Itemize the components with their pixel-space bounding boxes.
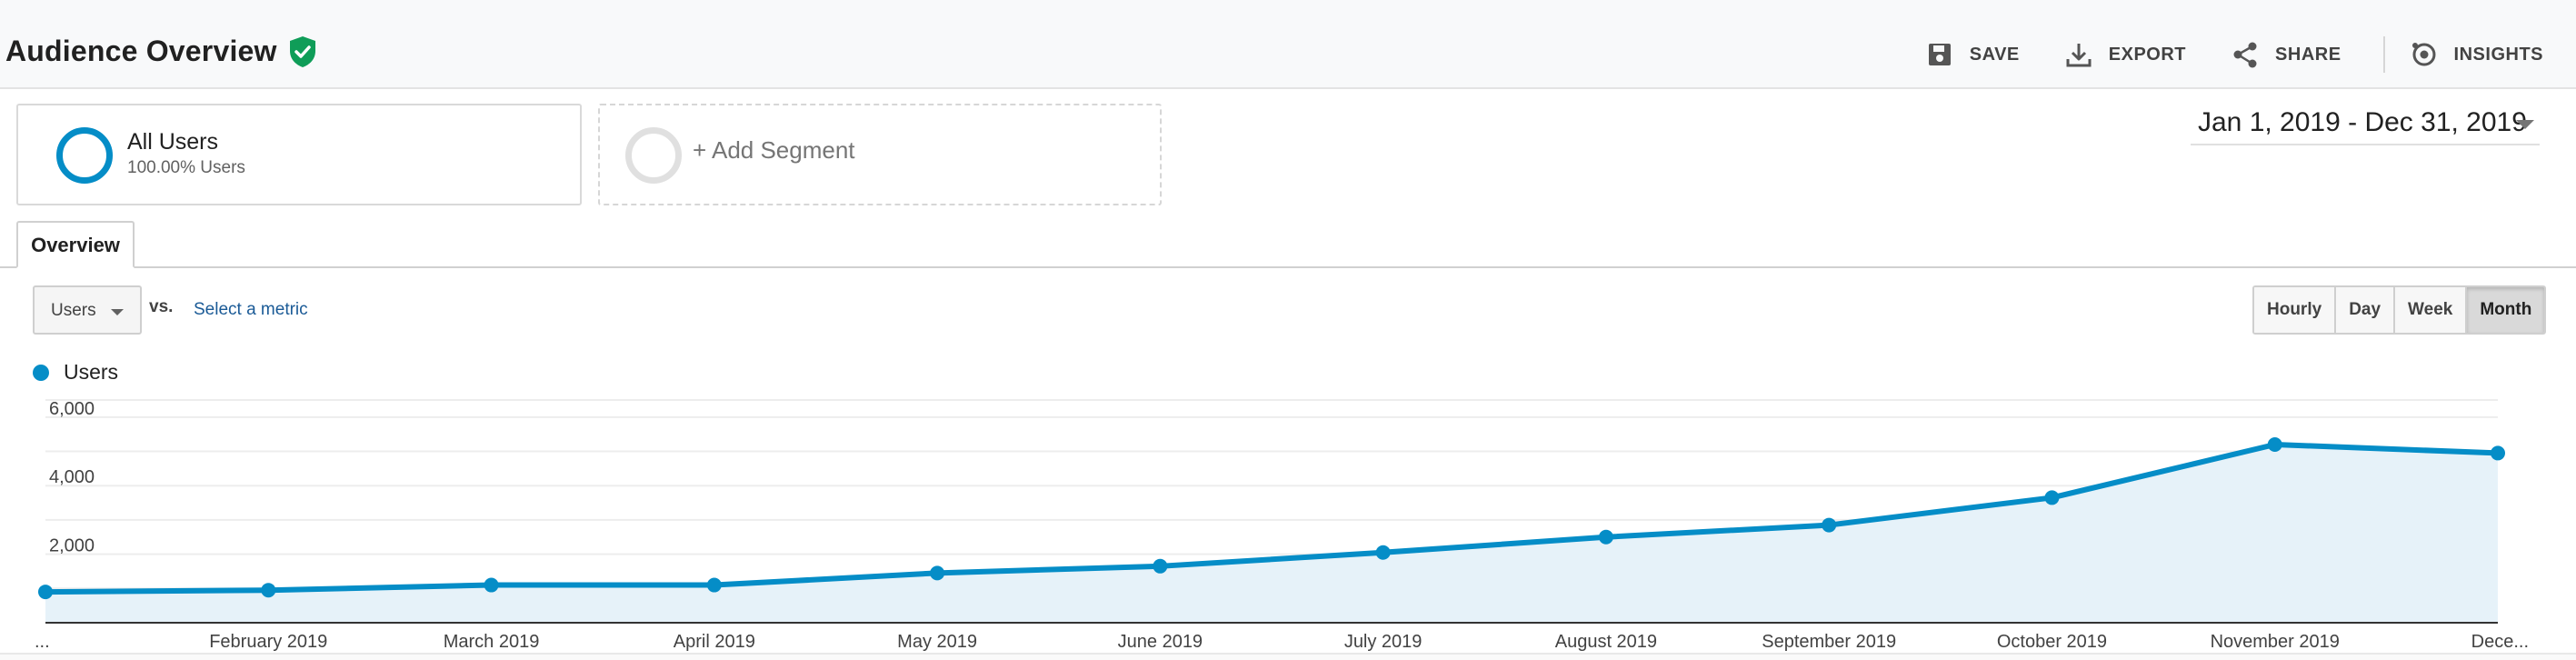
x-tick-label: Dece... bbox=[2471, 632, 2529, 652]
share-label: SHARE bbox=[2275, 44, 2341, 65]
segment-name: All Users bbox=[127, 129, 219, 155]
share-icon bbox=[2230, 39, 2261, 70]
chevron-down-icon bbox=[2516, 120, 2534, 129]
vs-label: vs. bbox=[149, 297, 174, 316]
save-button[interactable]: SAVE bbox=[1924, 39, 2020, 70]
data-point bbox=[1153, 558, 1168, 574]
insights-label: INSIGHTS bbox=[2453, 44, 2543, 65]
chart-legend: Users bbox=[33, 360, 118, 385]
x-tick-label: August 2019 bbox=[1555, 632, 1657, 652]
share-button[interactable]: SHARE bbox=[2230, 39, 2341, 70]
metric-dropdown[interactable]: Users bbox=[33, 285, 142, 335]
save-icon bbox=[1924, 39, 1955, 70]
tab-overview-label: Overview bbox=[31, 234, 120, 256]
empty-segment-ring-icon bbox=[625, 127, 682, 184]
add-segment-label: + Add Segment bbox=[693, 136, 855, 164]
export-label: EXPORT bbox=[2108, 44, 2187, 65]
data-point bbox=[1375, 545, 1391, 560]
y-tick-label: 2,000 bbox=[49, 536, 95, 556]
data-point bbox=[2044, 490, 2060, 505]
y-tick-label: 6,000 bbox=[49, 399, 95, 419]
tab-overview[interactable]: Overview bbox=[16, 221, 135, 268]
legend-series-label: Users bbox=[64, 360, 119, 384]
x-tick-label: November 2019 bbox=[2211, 632, 2340, 652]
tab-bar-underline bbox=[0, 266, 2576, 268]
x-tick-label: July 2019 bbox=[1344, 632, 1423, 652]
verified-shield-icon bbox=[288, 35, 317, 68]
data-point bbox=[2491, 445, 2505, 461]
legend-dot-icon bbox=[33, 364, 49, 381]
x-tick-label: February 2019 bbox=[209, 632, 327, 652]
insights-icon bbox=[2409, 39, 2440, 70]
data-point bbox=[484, 577, 499, 593]
date-range-picker[interactable]: Jan 1, 2019 - Dec 31, 2019 bbox=[2191, 102, 2540, 145]
add-segment-button[interactable]: + Add Segment bbox=[598, 104, 1162, 205]
y-tick-label: 4,000 bbox=[49, 467, 95, 487]
select-metric-link[interactable]: Select a metric bbox=[194, 300, 308, 319]
hourly-button[interactable]: Hourly bbox=[2254, 287, 2335, 333]
data-point bbox=[1822, 517, 1837, 533]
data-point bbox=[38, 585, 53, 600]
page-title: Audience Overview bbox=[5, 35, 277, 67]
x-tick-label: ... bbox=[35, 632, 50, 652]
data-point bbox=[2267, 437, 2282, 452]
save-label: SAVE bbox=[1969, 44, 2020, 65]
series-area bbox=[45, 445, 2498, 623]
data-point bbox=[1598, 529, 1613, 545]
chevron-down-icon bbox=[111, 309, 124, 315]
week-button[interactable]: Week bbox=[2393, 287, 2466, 333]
report-header: Audience Overview SAVE bbox=[0, 0, 2576, 89]
segment-all-users[interactable]: All Users 100.00% Users bbox=[16, 104, 582, 205]
date-range-text: Jan 1, 2019 - Dec 31, 2019 bbox=[2198, 107, 2527, 137]
granularity-toggle: Hourly Day Week Month bbox=[2252, 285, 2547, 335]
export-icon bbox=[2063, 39, 2094, 70]
day-button[interactable]: Day bbox=[2334, 287, 2394, 333]
segment-color-ring-icon bbox=[56, 127, 113, 184]
export-button[interactable]: EXPORT bbox=[2063, 39, 2186, 70]
insights-button[interactable]: INSIGHTS bbox=[2409, 39, 2543, 70]
series-line bbox=[45, 442, 2499, 595]
actions-divider bbox=[2382, 36, 2385, 73]
metric-dropdown-value: Users bbox=[51, 301, 96, 320]
data-point bbox=[261, 583, 276, 598]
x-tick-label: June 2019 bbox=[1118, 632, 1203, 652]
report-actions: SAVE EXPORT SHARE bbox=[1881, 36, 2543, 73]
data-point bbox=[930, 565, 945, 581]
x-tick-label: May 2019 bbox=[897, 632, 977, 652]
chart-footer-strip bbox=[0, 653, 2576, 660]
month-button[interactable]: Month bbox=[2465, 287, 2545, 333]
data-point bbox=[706, 577, 722, 593]
x-tick-label: April 2019 bbox=[674, 632, 755, 652]
users-line-chart: 2,000 4,000 6,000... February 2019 March 201… bbox=[35, 399, 2529, 652]
title-group: Audience Overview bbox=[5, 35, 317, 68]
segment-percent: 100.00% Users bbox=[127, 158, 245, 177]
x-tick-label: March 2019 bbox=[444, 632, 540, 652]
x-tick-label: October 2019 bbox=[1997, 632, 2107, 652]
x-tick-label: September 2019 bbox=[1762, 632, 1896, 652]
